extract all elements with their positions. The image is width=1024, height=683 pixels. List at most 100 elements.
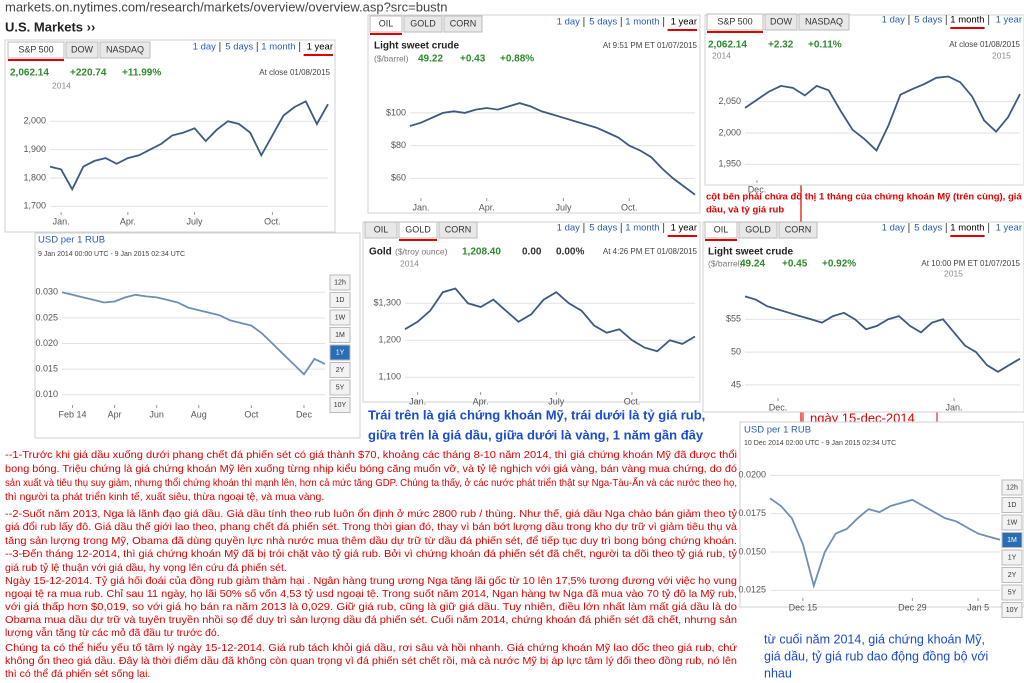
conclusion: nhau: [764, 666, 792, 680]
range-button: [1001, 584, 1023, 601]
y-tick-label: 2,000: [718, 127, 741, 137]
range-link: 5 days: [589, 223, 617, 234]
note-line: --1-Trước khi giá dầu xuống dưới phang c…: [5, 449, 737, 461]
tab-label: NASDAQ: [805, 16, 843, 26]
tab-label: GOLD: [410, 18, 436, 28]
y-tick-label: 45: [731, 379, 741, 389]
price: 2,062.14: [708, 40, 747, 51]
tab: [99, 41, 151, 59]
panel: [739, 421, 1024, 608]
range-button: [329, 344, 351, 361]
range-button: [329, 274, 351, 291]
range-link: 1 month: [625, 223, 659, 234]
range-button: [329, 397, 351, 413]
x-tick-label: Jan.: [409, 396, 426, 406]
panel: [362, 221, 701, 403]
range-button: [1001, 497, 1023, 513]
y-tick-label: 2,050: [718, 96, 741, 106]
price-line: [769, 497, 1001, 589]
x-tick-label: Dec 29: [898, 602, 927, 612]
year-label: 2014: [52, 80, 71, 90]
tab-label: OIL: [379, 18, 394, 28]
url: markets.on.nytimes.com/research/markets/…: [5, 0, 448, 14]
chart-subtitle: 9 Jan 2014 00:00 UTC - 9 Jan 2015 02:34 …: [38, 251, 185, 258]
y-tick-label: $100: [386, 107, 406, 117]
note-line: Obama mua dầu dự trữ và tuyên truyền nhồ…: [5, 614, 737, 626]
range-button-label: 1Y: [1008, 554, 1017, 561]
caption: Trái trên là giá chứng khoán Mỹ, trái dư…: [368, 407, 705, 422]
range-button: [1001, 479, 1023, 496]
x-tick-label: Oct.: [624, 396, 641, 406]
y-tick-label: 0.010: [35, 389, 58, 399]
y-tick-label: $80: [391, 140, 406, 150]
conclusion: từ cuối năm 2014, giá chứng khoán Mỹ,: [764, 632, 985, 646]
range-link: 1 year: [307, 42, 333, 53]
change: +2.32: [768, 40, 794, 51]
range-button: [1001, 514, 1023, 531]
range-button: [1001, 532, 1023, 548]
note-line: thì người ta phát triển kinh tế, xuất si…: [5, 491, 324, 503]
range-button-label: 5Y: [336, 384, 345, 391]
x-tick-label: Oct: [244, 409, 259, 419]
y-tick-label: $60: [391, 173, 406, 183]
range-button-label: 12h: [1006, 484, 1018, 491]
range-link: 5 days: [914, 223, 942, 234]
panel: [702, 221, 1024, 413]
x-tick-label: July: [555, 202, 572, 212]
tab: [704, 221, 738, 239]
price: 49.24: [740, 259, 765, 270]
tab: [364, 221, 398, 239]
conclusion: giá dầu, tỷ giá rub dao động đồng bộ với: [764, 649, 988, 663]
chart-title: Gold: [369, 247, 392, 258]
price-line: [744, 75, 1021, 153]
tab: [369, 15, 403, 33]
price-line: [49, 100, 329, 192]
range-button-label: 1M: [335, 332, 345, 339]
x-tick-label: Dec.: [769, 402, 788, 412]
change-pct: +0.88%: [500, 54, 534, 65]
range-link: 5 days: [914, 15, 942, 26]
unit: ($/barrel): [374, 53, 409, 63]
change: +220.74: [70, 68, 107, 79]
y-tick-label: 0.015: [35, 364, 58, 374]
change: +0.43: [460, 54, 486, 65]
note-line: sản xuất và tiêu thụ suy giảm, nhưng thổ…: [5, 476, 737, 489]
change-pct: +0.11%: [808, 40, 842, 51]
range-link: 1 day: [882, 15, 905, 26]
tab-label: S&P 500: [18, 44, 53, 54]
x-tick-label: Jan.: [412, 202, 429, 212]
price: 2,062.14: [10, 68, 49, 79]
panel: [367, 14, 701, 214]
tab-label: NASDAQ: [106, 44, 144, 54]
tab: [7, 41, 65, 59]
timestamp: At 4:26 PM ET 01/08/2015: [603, 247, 698, 256]
timestamp: At close 01/08/2015: [259, 68, 330, 77]
range-button: [329, 327, 351, 343]
range-link: 1 month: [950, 223, 984, 234]
note-line: giá rub tỷ lệ thuận với giá dầu, hy vọng…: [5, 562, 287, 574]
range-button-label: 5Y: [1008, 589, 1017, 596]
tab-label: GOLD: [745, 224, 771, 234]
range-button-label: 1D: [336, 297, 345, 304]
unit: ($/troy ounce): [395, 246, 448, 256]
change-pct: 0.00%: [556, 247, 584, 258]
tab: [706, 13, 764, 31]
range-link: 1 day: [193, 42, 216, 53]
range-link: 1 year: [671, 223, 697, 234]
y-tick-label: 0.020: [35, 338, 58, 348]
tab: [798, 13, 850, 31]
price-line: [404, 287, 696, 353]
range-link: 1 day: [557, 17, 580, 28]
right-note: dầu, và tỷ giá rub: [706, 205, 784, 216]
x-tick-label: Apr.: [473, 396, 489, 406]
y-tick-label: 0.030: [35, 287, 58, 297]
tab: [738, 221, 778, 239]
y-tick-label: 0.025: [35, 312, 58, 322]
x-tick-label: Jan.: [53, 216, 70, 226]
tab-label: DOW: [770, 16, 793, 26]
x-tick-label: Jan.: [945, 402, 962, 412]
y-tick-label: 1,800: [23, 172, 46, 182]
x-tick-label: Apr: [108, 409, 122, 419]
tab-label: CORN: [785, 224, 812, 234]
